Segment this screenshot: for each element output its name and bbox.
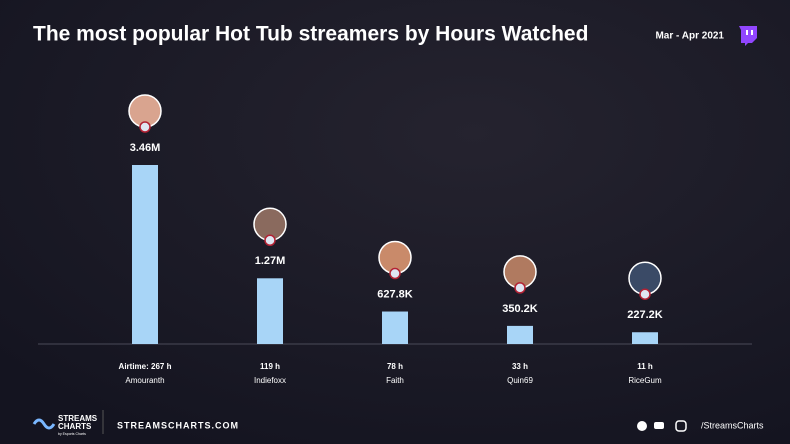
airtime-label: 33 h [512, 362, 528, 371]
x-tick-label: Indiefoxx [254, 376, 286, 385]
brand: STREAMS [58, 414, 98, 423]
brand-sub: by Esports Charts [58, 432, 86, 436]
flag [139, 121, 151, 133]
flag [639, 288, 651, 300]
period: Mar - Apr 2021 [655, 31, 724, 42]
x-tick-label: Quin69 [507, 376, 533, 385]
bar [257, 278, 283, 344]
bar [382, 311, 408, 344]
flag [389, 267, 401, 280]
brand: CHARTS [58, 422, 92, 431]
bar [507, 325, 533, 344]
airtime-label: 78 h [387, 362, 403, 371]
flag [264, 234, 276, 247]
brand-logo [32, 418, 56, 430]
value-label: 1.27M [255, 255, 286, 267]
site: STREAMSCHARTS.COM [117, 420, 239, 430]
x-tick-label: Faith [386, 376, 404, 385]
value-label: 227.2K [627, 309, 663, 321]
twitch-logo [739, 26, 757, 46]
airtime-label: Airtime: 267 h [119, 362, 172, 371]
handle: /StreamsCharts [701, 420, 764, 430]
social-icons [637, 420, 687, 432]
value-label: 3.46M [130, 142, 161, 154]
airtime-label: 11 h [637, 362, 653, 371]
x-tick-label: RiceGum [628, 376, 662, 385]
value-label: 627.8K [377, 288, 413, 300]
flag [514, 282, 526, 294]
chart-title: The most popular Hot Tub streamers by Ho… [33, 23, 588, 46]
airtime-label: 119 h [260, 362, 280, 371]
value-label: 350.2K [502, 303, 538, 315]
bar [132, 165, 158, 344]
x-tick-label: Amouranth [125, 376, 164, 385]
bar [632, 332, 658, 344]
